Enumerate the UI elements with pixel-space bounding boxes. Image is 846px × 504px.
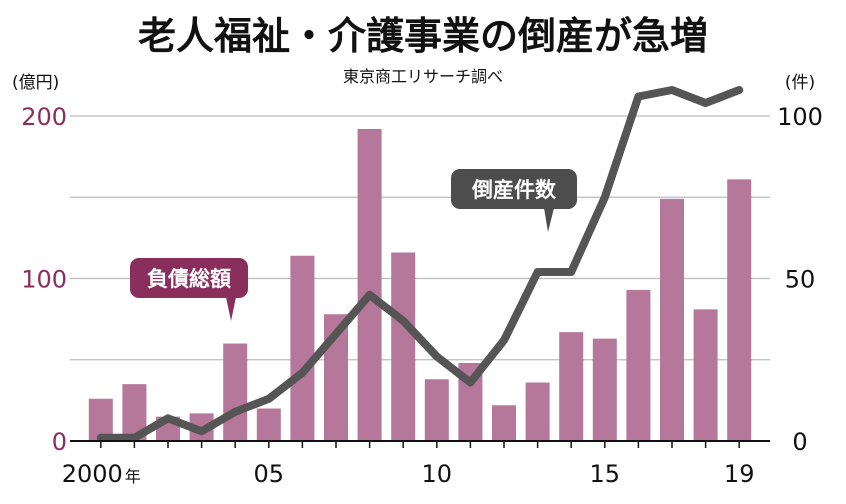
x-tick-label: 2000	[62, 460, 123, 488]
axes	[70, 440, 770, 448]
right-tick-label: 100	[777, 103, 823, 131]
bar-series-callout-label: 負債総額	[147, 267, 231, 291]
bar	[660, 198, 684, 441]
bar	[525, 382, 550, 441]
x-tick-label: 05	[254, 460, 285, 488]
left-axis-unit: (億円)	[12, 73, 59, 93]
series-line	[96, 86, 744, 442]
bar-series-callout-box	[130, 258, 248, 298]
x-tick-suffix: 年	[125, 467, 141, 486]
left-tick-label: 100	[21, 266, 67, 294]
bar	[357, 129, 382, 441]
line-series	[96, 86, 744, 442]
bar	[290, 255, 315, 441]
right-axis-unit: (件)	[785, 73, 815, 93]
bar	[693, 309, 718, 441]
bar	[391, 252, 416, 441]
chart-source: 東京商工リサーチ調べ	[343, 67, 503, 86]
line-series-callout-pointer	[544, 208, 554, 232]
x-tick-label: 10	[422, 460, 453, 488]
line-series-callout-box	[451, 169, 577, 209]
bar-series-callout-pointer	[226, 297, 236, 321]
chart-title: 老人福祉・介護事業の倒産が急増	[138, 14, 708, 58]
bar	[256, 408, 281, 441]
x-tick-label: 15	[590, 460, 621, 488]
bar	[559, 332, 584, 441]
bar-series-callout: 負債総額	[130, 258, 248, 321]
bar	[626, 289, 651, 441]
bar	[592, 338, 617, 441]
right-tick-label: 50	[785, 266, 816, 294]
bar	[223, 343, 248, 441]
bar	[424, 379, 449, 441]
right-tick-label: 0	[792, 428, 807, 456]
bar	[492, 405, 516, 441]
x-tick-label: 19	[724, 460, 755, 488]
bar	[727, 179, 752, 441]
left-tick-label: 200	[21, 103, 67, 131]
left-tick-label: 0	[52, 428, 67, 456]
line-series-callout-label: 倒産件数	[471, 178, 557, 202]
line-series-callout: 倒産件数	[451, 169, 577, 232]
bar	[122, 384, 147, 441]
